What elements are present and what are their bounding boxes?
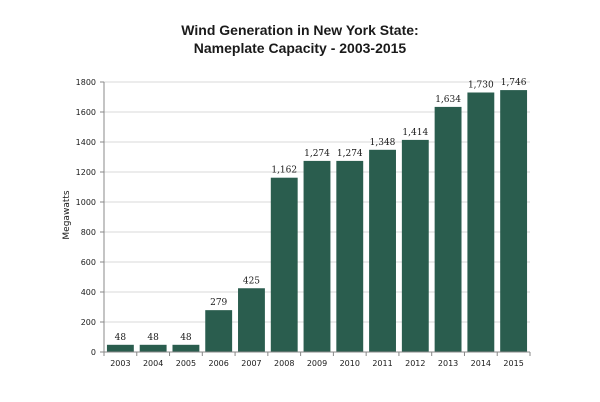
bar — [303, 160, 331, 352]
x-tick-label: 2005 — [176, 359, 196, 368]
data-label: 425 — [243, 276, 260, 286]
bar — [172, 344, 200, 352]
data-label: 1,348 — [370, 138, 396, 148]
data-label: 48 — [115, 333, 127, 343]
x-tick-label: 2014 — [471, 359, 491, 368]
y-tick-label: 800 — [81, 228, 96, 237]
data-labels: 48 48 48 279 425 1,162 1,274 1,274 1,348 1,414 1,6… — [115, 78, 527, 343]
x-tick-label: 2004 — [143, 359, 163, 368]
y-tick-label: 200 — [81, 318, 96, 327]
data-label: 1,730 — [468, 81, 494, 91]
x-tick-label: 2006 — [209, 359, 229, 368]
y-tick-label: 1400 — [76, 138, 96, 147]
y-tick-label: 400 — [81, 288, 96, 297]
data-label: 1,746 — [501, 78, 527, 88]
data-label: 1,414 — [402, 128, 428, 138]
y-tick-label: 1800 — [76, 78, 96, 87]
y-tick-label: 1000 — [76, 198, 96, 207]
data-label: 48 — [147, 333, 159, 343]
bar — [106, 344, 134, 352]
bar — [467, 92, 495, 352]
bar — [238, 288, 265, 352]
bar — [401, 139, 429, 352]
x-tick-label: 2012 — [405, 359, 425, 368]
bar — [434, 106, 462, 353]
x-tick-label: 2007 — [241, 359, 261, 368]
bar — [270, 177, 298, 352]
x-tick-label: 2010 — [340, 359, 360, 368]
data-label: 1,274 — [304, 149, 330, 159]
y-tick-label: 600 — [81, 258, 96, 267]
x-tick-label: 2013 — [438, 359, 458, 368]
data-label: 48 — [180, 333, 192, 343]
y-axis-label: Megawatts — [62, 190, 72, 239]
x-tick-label: 2015 — [503, 359, 523, 368]
bar — [336, 160, 364, 352]
bars — [106, 90, 528, 353]
x-tick-labels: 2003 2004 2005 2006 2007 2008 2009 2010 2011 2012… — [110, 359, 524, 368]
x-tick-label: 2011 — [372, 359, 392, 368]
y-tick-label: 1600 — [76, 108, 96, 117]
x-tick-label: 2003 — [110, 359, 130, 368]
data-label: 1,634 — [435, 95, 461, 105]
chart-title-line-1: Wind Generation in New York State: — [181, 22, 418, 38]
bar — [369, 149, 396, 352]
bar — [500, 90, 528, 352]
x-tick-label: 2008 — [274, 359, 294, 368]
x-tick-label: 2009 — [307, 359, 327, 368]
y-tick-labels: 0 200 400 600 800 1000 1200 1400 1600 1800 — [76, 78, 96, 357]
chart-title-line-2: Nameplate Capacity - 2003-2015 — [194, 40, 407, 56]
data-label: 279 — [210, 298, 227, 308]
data-label: 1,274 — [337, 149, 363, 159]
y-tick-label: 1200 — [76, 168, 96, 177]
y-tick-label: 0 — [91, 348, 96, 357]
data-label: 1,162 — [271, 166, 297, 176]
bar — [139, 344, 167, 352]
bar — [205, 310, 233, 352]
